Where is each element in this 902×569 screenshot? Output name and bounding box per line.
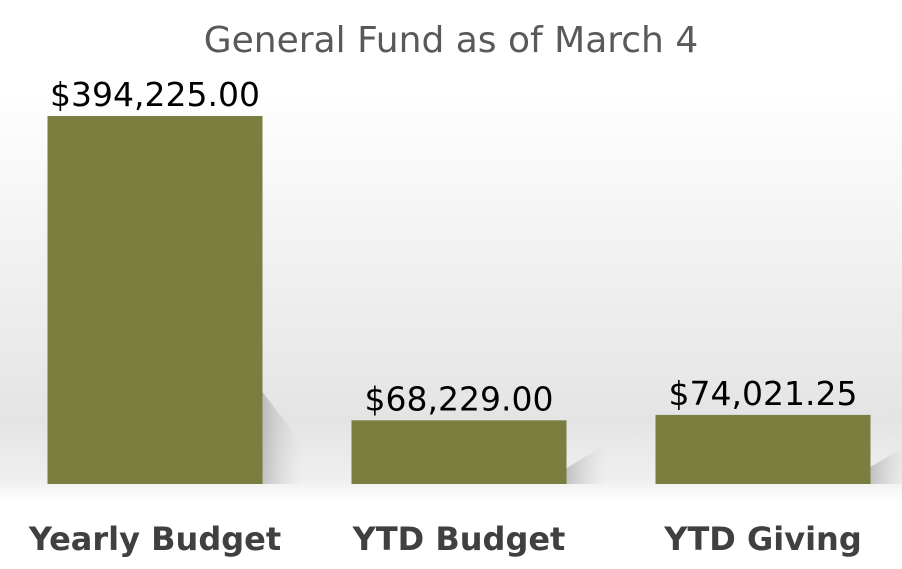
- data-labels: $394,225.00 $68,229.00 $74,021.25: [50, 75, 857, 418]
- bar-shadow-3: [870, 448, 902, 484]
- category-labels: Yearly Budget YTD Budget YTD Giving: [28, 520, 862, 558]
- category-label-3: YTD Giving: [663, 520, 861, 558]
- bar-shadow-2: [566, 444, 607, 484]
- bar-shadows: [262, 392, 902, 484]
- data-label-3: $74,021.25: [669, 374, 858, 413]
- category-label-1: Yearly Budget: [28, 520, 281, 558]
- data-label-1: $394,225.00: [50, 75, 260, 114]
- bars: [47, 116, 871, 484]
- bar-2: [351, 420, 567, 484]
- data-label-2: $68,229.00: [365, 379, 554, 418]
- bar-1: [47, 116, 263, 484]
- chart-title: General Fund as of March 4: [204, 20, 698, 61]
- bar-shadow-1: [262, 392, 303, 484]
- category-label-2: YTD Budget: [352, 520, 566, 558]
- bar-3: [655, 414, 871, 484]
